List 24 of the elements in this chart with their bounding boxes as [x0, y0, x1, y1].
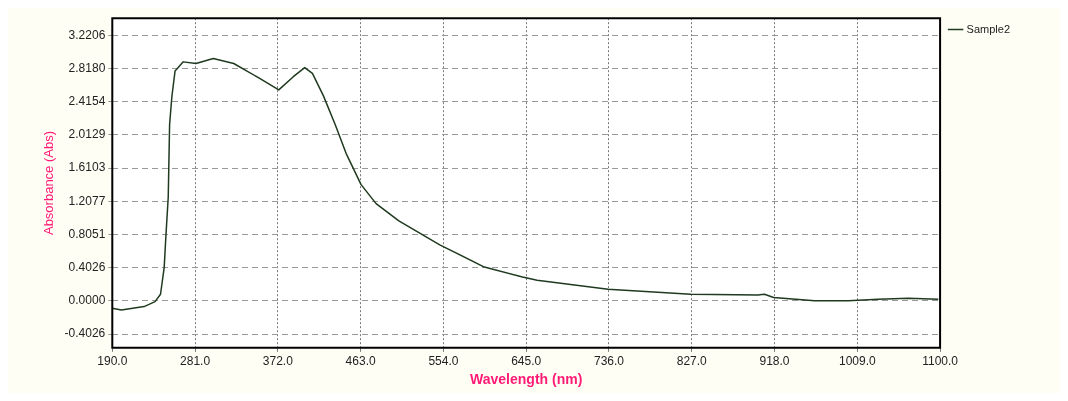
- y-tick-label: 2.0129: [68, 127, 106, 142]
- x-tick-label: 281.0: [180, 354, 211, 369]
- x-tick-label: 827.0: [676, 354, 708, 369]
- x-tick-label: 554.0: [428, 354, 459, 369]
- x-tick-label: 190.0: [97, 354, 128, 369]
- x-tick-label: 1100.0: [922, 354, 959, 369]
- y-tick-label: 0.8051: [68, 226, 106, 241]
- x-tick-label: 645.0: [511, 354, 542, 369]
- x-axis-title: Wavelength (nm): [470, 371, 583, 388]
- y-tick-label: 2.8180: [68, 60, 106, 75]
- x-tick-label: 1009.0: [838, 354, 876, 369]
- y-tick-label: -0.4026: [64, 326, 106, 341]
- legend-label: Sample2: [966, 22, 1011, 35]
- y-tick-label: 0.4026: [68, 259, 106, 274]
- x-tick-label: 372.0: [262, 354, 294, 369]
- x-tick-label: 463.0: [345, 354, 376, 369]
- y-tick-label: 2.4154: [68, 94, 106, 109]
- y-tick-label: 1.6103: [68, 160, 106, 175]
- y-tick-label: 1.2077: [68, 193, 106, 208]
- x-tick-label: 918.0: [759, 354, 790, 369]
- x-tick-label: 736.0: [593, 354, 625, 369]
- y-axis-title: Absorbance (Abs): [41, 130, 57, 236]
- y-tick-label: 3.2206: [68, 27, 106, 42]
- y-tick-label: 0.0000: [68, 293, 106, 308]
